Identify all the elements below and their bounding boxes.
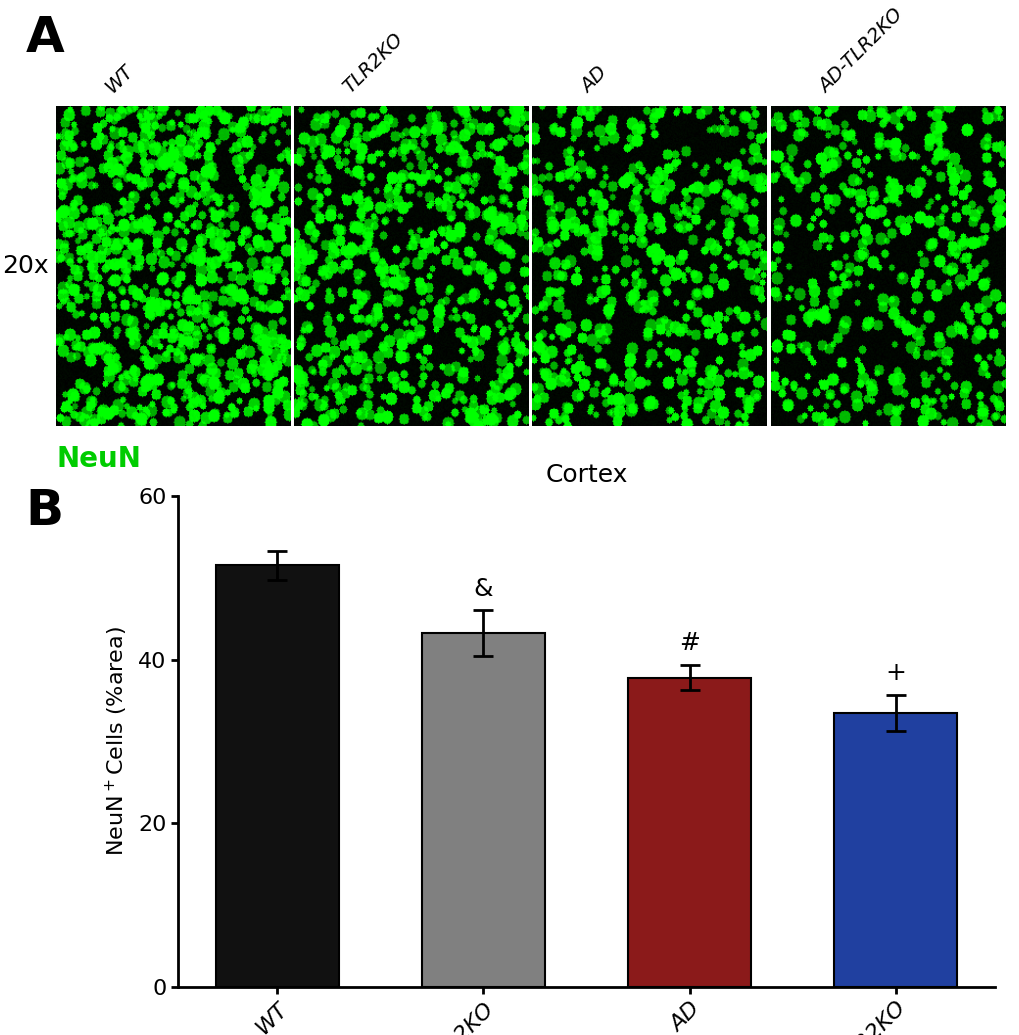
- Text: +: +: [884, 661, 905, 685]
- Text: WT: WT: [101, 61, 137, 96]
- Bar: [627, 678, 751, 987]
- Text: A: A: [25, 14, 64, 62]
- Text: AD: AD: [577, 63, 610, 96]
- Text: #: #: [679, 631, 699, 655]
- Text: 20x: 20x: [2, 254, 49, 277]
- Y-axis label: NeuN$^+$Cells (%area): NeuN$^+$Cells (%area): [104, 626, 129, 856]
- Title: Cortex: Cortex: [545, 463, 627, 487]
- Text: TLR2KO: TLR2KO: [339, 29, 407, 96]
- Bar: [215, 565, 339, 987]
- Text: NeuN: NeuN: [56, 445, 141, 473]
- Bar: [421, 633, 545, 987]
- Text: &: &: [473, 576, 493, 600]
- Text: B: B: [25, 487, 63, 535]
- Text: AD-TLR2KO: AD-TLR2KO: [815, 5, 906, 96]
- Bar: [833, 713, 957, 987]
